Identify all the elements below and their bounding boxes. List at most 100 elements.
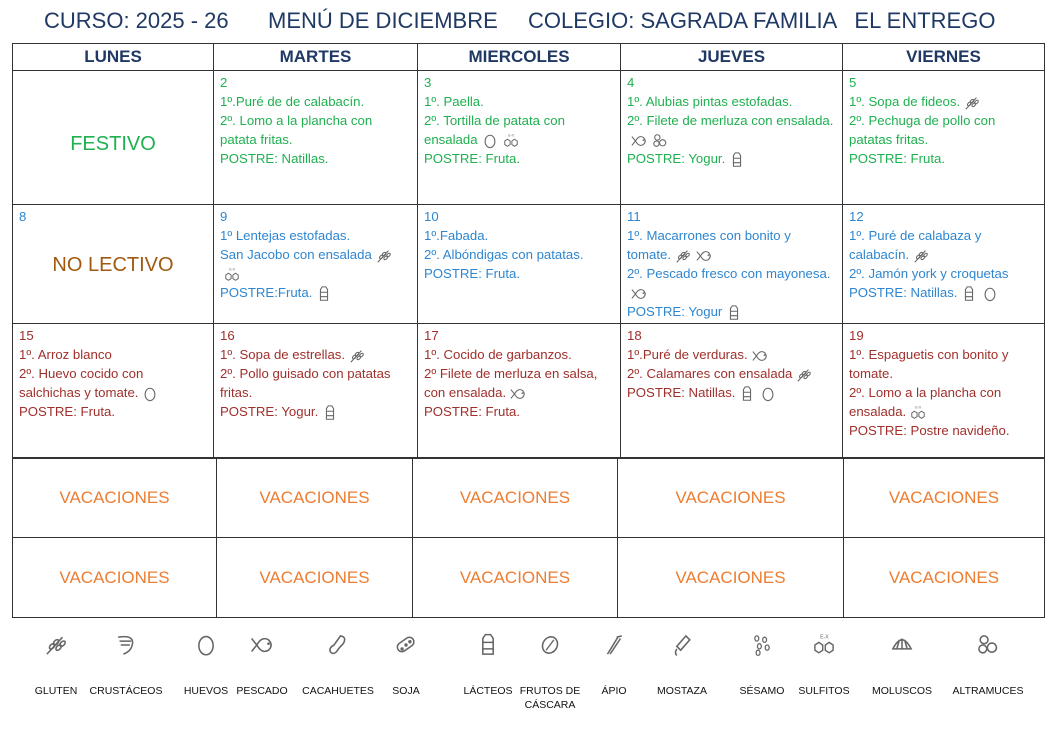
legend-item-crustaceos: CRUSTÁCEOS (86, 632, 166, 698)
sulfitos-icon: E-X (909, 405, 927, 421)
dish-text: 2º. Lomo a la plancha con patata fritas. (220, 113, 373, 147)
vacation-cell: VACACIONES (617, 457, 844, 538)
day-header: JUEVES (620, 43, 843, 71)
day-cell: 15 1º. Arroz blanco 2º. Huevo cocido con s… (12, 323, 214, 459)
day-date: 17 (424, 328, 439, 343)
day-date: 15 (19, 328, 34, 343)
day-date: 2 (220, 75, 228, 90)
menu-line: POSTRE: Fruta. (19, 402, 207, 421)
menu-line: 2º Filete de merluza en salsa, con ensal… (424, 364, 614, 402)
dish-text: POSTRE:Fruta. (220, 285, 313, 300)
dish-text: San Jacobo con ensalada (220, 247, 372, 262)
lacteos-icon (315, 285, 333, 302)
day-status-label: FESTIVO (70, 133, 156, 155)
legend-label: CRUSTÁCEOS (89, 685, 163, 697)
day-date: 19 (849, 328, 864, 343)
vacation-cell: VACACIONES (216, 457, 413, 538)
legend-label: SOJA (392, 685, 420, 697)
gluten-icon (963, 95, 981, 111)
dish-text: 2º. Jamón york y croquetas (849, 266, 1009, 281)
menu-table: LUNES MARTES MIERCOLES JUEVES VIERNES FESTIV… (12, 43, 1045, 459)
huevos-icon (193, 632, 219, 658)
vacation-cell: VACACIONES (12, 457, 217, 538)
week-row: 15 1º. Arroz blanco 2º. Huevo cocido con s… (12, 323, 1045, 459)
menu-line: POSTRE: Fruta. (849, 149, 1038, 168)
legend-item-lacteos: LÁCTEOS (448, 632, 528, 698)
sesamo-icon (749, 632, 775, 658)
gluten-icon (795, 367, 813, 383)
day-cell: 5 1º. Sopa de fideos. 2º. Pechuga de pollo… (842, 70, 1045, 205)
menu-line: 2º. Pechuga de pollo con patatas fritas. (849, 111, 1038, 149)
dish-text: 2º. Pollo guisado con patatas fritas. (220, 366, 391, 400)
crustaceos-icon (113, 632, 139, 658)
vacation-cell: VACACIONES (412, 457, 618, 538)
dish-text: 2º Filete de merluza en salsa, con ensal… (424, 366, 598, 400)
dish-text: 1º.Puré de de calabacín. (220, 94, 365, 109)
day-date: 5 (849, 75, 857, 90)
legend-label: GLUTEN (34, 685, 78, 697)
dish-text: 1º. Paella. (424, 94, 484, 109)
legend-label: FRUTOS DE CÁSCARA (519, 685, 581, 711)
day-cell: 18 1º.Puré de verduras. 2º. Calamares con … (620, 323, 843, 459)
menu-line: 2º. Lomo a la plancha con patata fritas. (220, 111, 411, 149)
menu-line: 1º Lentejas estofadas. (220, 226, 411, 245)
dish-text: 1º. Macarrones con bonito y tomate. (627, 228, 791, 262)
dish-text: POSTRE: Natillas. (627, 385, 736, 400)
menu-line: POSTRE: Fruta. (424, 402, 614, 421)
vacation-cell: VACACIONES (617, 537, 844, 618)
dish-text: 2º. Tortilla de patata con ensalada (424, 113, 565, 147)
day-date: 11 (627, 209, 641, 224)
gluten-icon (912, 248, 930, 264)
vacation-cell: VACACIONES (12, 537, 217, 618)
lacteos-icon (960, 285, 978, 302)
dish-text: 1º. Arroz blanco (19, 347, 112, 362)
dish-text: 2º. Pechuga de pollo con patatas fritas. (849, 113, 996, 147)
menu-line: POSTRE: Natillas. (220, 149, 411, 168)
day-date: 8 (19, 209, 27, 224)
menu-line: POSTRE: Yogur. (220, 402, 411, 421)
gluten-icon (348, 348, 366, 364)
day-date: 9 (220, 209, 228, 224)
vacation-row: VACACIONES VACACIONES VACACIONES VACACIONES… (12, 457, 1045, 538)
day-cell: 19 1º. Espaguetis con bonito y tomate. 2º.… (842, 323, 1045, 459)
legend-item-soja: SOJA (366, 632, 446, 698)
menu-line: 1º. Espaguetis con bonito y tomate. (849, 345, 1038, 383)
pescado-icon (751, 348, 769, 364)
legend-item-gluten: GLUTEN (16, 632, 96, 698)
lacteos-icon (738, 385, 756, 402)
legend-item-altramuces: ALTRAMUCES (948, 632, 1028, 698)
dish-text: 1º.Puré de verduras. (627, 347, 748, 362)
vacation-table: VACACIONES VACACIONES VACACIONES VACACIONES… (12, 457, 1045, 618)
legend-item-pescado: PESCADO (222, 632, 302, 698)
legend-item-frutos: FRUTOS DE CÁSCARA (510, 632, 590, 712)
menu-line: 1º. Arroz blanco (19, 345, 207, 364)
dish-text: 1º. Alubias pintas estofadas. (627, 94, 793, 109)
dish-text: 2º. Pescado fresco con mayonesa. (627, 266, 831, 281)
sulfitos-icon: E-X (223, 267, 241, 283)
dish-text: 1º.Fabada. (424, 228, 489, 243)
legend-label: PESCADO (236, 685, 288, 697)
day-cell: 4 1º. Alubias pintas estofadas. 2º. Filete… (620, 70, 843, 205)
dish-text: 2º. Huevo cocido con salchichas y tomate… (19, 366, 144, 400)
dish-text: POSTRE: Natillas. (849, 285, 958, 300)
vacation-cell: VACACIONES (216, 537, 413, 618)
lacteos-icon (728, 151, 746, 168)
day-status-label: NO LECTIVO (52, 254, 174, 276)
menu-line: 2º. Tortilla de patata con ensalada E-X (424, 111, 614, 149)
menu-line: 2º. Pollo guisado con patatas fritas. (220, 364, 411, 402)
day-header: VIERNES (842, 43, 1045, 71)
dish-text: 1º Lentejas estofadas. (220, 228, 351, 243)
menu-line: 1º.Puré de verduras. (627, 345, 836, 364)
page-title: CURSO: 2025 - 26 MENÚ DE DICIEMBRE COLEG… (0, 8, 1058, 38)
moluscos-icon (889, 632, 915, 658)
cacahuetes-icon (325, 632, 351, 658)
gluten-icon (674, 248, 692, 264)
pescado-icon (695, 248, 713, 264)
dish-text: 1º. Cocido de garbanzos. (424, 347, 572, 362)
legend-label: CACAHUETES (302, 685, 374, 697)
legend-item-apio: ÁPIO (574, 632, 654, 698)
day-header: LUNES (12, 43, 214, 71)
menu-line: POSTRE: Natillas. (849, 283, 1038, 302)
legend-label: SÉSAMO (739, 685, 785, 697)
day-cell: 12 1º. Puré de calabaza y calabacín. 2º. J… (842, 204, 1045, 324)
